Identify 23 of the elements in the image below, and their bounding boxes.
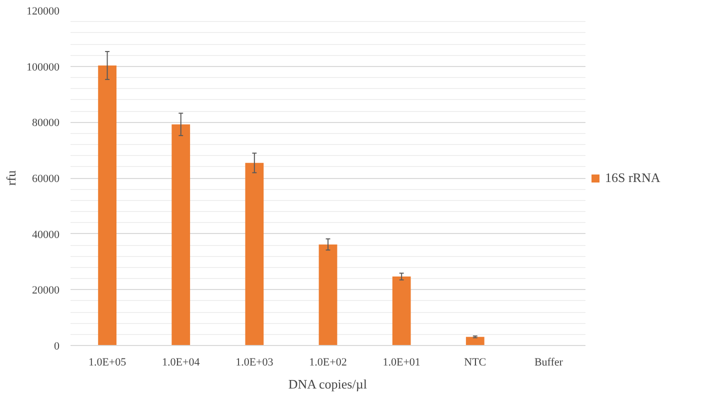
bar (318, 244, 338, 346)
y-axis-title: rfu (4, 170, 18, 186)
bar (466, 336, 484, 346)
y-tick-label: 120000 (26, 6, 60, 18)
x-tick-label: NTC (464, 356, 486, 368)
y-tick-label: 100000 (26, 61, 60, 74)
bar (98, 65, 116, 346)
x-tick-label: 1.0E+02 (309, 356, 347, 368)
x-tick-label: 1.0E+01 (382, 356, 420, 368)
x-tick-label: 1.0E+03 (236, 356, 274, 368)
x-axis-title: DNA copies/µl (288, 376, 368, 392)
y-tick-label: 80000 (32, 117, 60, 130)
y-tick-label: 20000 (32, 284, 60, 297)
y-tick-label: 60000 (32, 173, 60, 185)
x-tick-label: Buffer (534, 356, 564, 368)
y-tick-label: 0 (54, 340, 60, 352)
legend-label: 16S rRNA (605, 170, 660, 186)
y-tick-label: 40000 (32, 228, 60, 241)
x-tick-label: 1.0E+04 (162, 356, 200, 368)
bar (392, 276, 411, 346)
x-tick-label: 1.0E+05 (88, 356, 127, 368)
bar (172, 124, 190, 346)
bar (245, 162, 264, 346)
